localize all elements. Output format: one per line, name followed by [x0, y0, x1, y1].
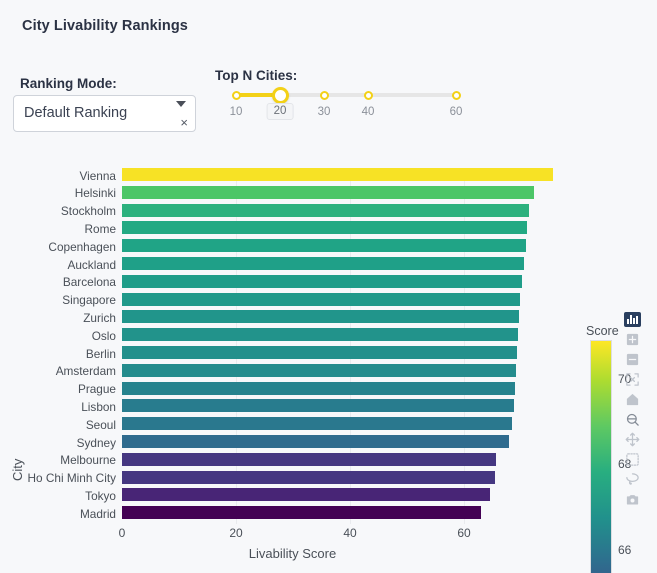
colorbar-tick-66: 66 [618, 543, 632, 557]
slider-tick-label-60: 60 [449, 106, 463, 118]
bar-barcelona[interactable] [122, 274, 523, 288]
bar-lisbon[interactable] [122, 399, 514, 413]
slider-tick-30[interactable] [319, 90, 329, 100]
colorbar-tick-68: 68 [618, 457, 632, 472]
zoom-out-icon[interactable] [621, 349, 643, 369]
slider-handle[interactable] [271, 86, 289, 104]
x-tick-label-0: 0 [118, 526, 126, 540]
y-tick-label: Tokyo [85, 488, 116, 503]
page-title: City Livability Rankings [22, 18, 188, 34]
plotly-modebar[interactable] [620, 309, 644, 509]
bar-singapore[interactable] [122, 292, 520, 306]
slider-tick-40[interactable] [363, 90, 373, 100]
y-tick-label: Copenhagen [48, 239, 116, 254]
bar-madrid[interactable] [122, 506, 482, 520]
y-tick-label: Barcelona [62, 275, 116, 290]
bar-tokyo[interactable] [122, 488, 490, 502]
colorbar-tick-70: 70 [618, 371, 632, 386]
slider-tick-60[interactable] [451, 90, 461, 100]
x-axis-title: Livability Score [248, 546, 337, 561]
top-n-cities-label: Top N Cities: [215, 68, 298, 83]
y-tick-label: Auckland [67, 257, 116, 272]
colorbar-title: Score [586, 324, 619, 338]
y-tick-label: Singapore [62, 293, 116, 308]
bar-zurich[interactable] [122, 310, 519, 324]
bar-melbourne[interactable] [122, 452, 496, 466]
camera-download-icon[interactable] [621, 489, 643, 509]
bar-copenhagen[interactable] [122, 239, 527, 253]
bar-ho-chi-minh-city[interactable] [122, 470, 495, 484]
y-tick-label: Oslo [91, 328, 116, 343]
pan-icon[interactable] [621, 429, 643, 449]
box-select-icon[interactable] [621, 449, 643, 469]
bar-prague[interactable] [122, 381, 515, 395]
bar-berlin[interactable] [122, 346, 517, 359]
y-tick-label: Stockholm [60, 204, 116, 219]
close-icon[interactable]: × [180, 115, 188, 130]
slider-rail[interactable] [236, 93, 456, 97]
autoscale-icon[interactable] [621, 369, 643, 389]
y-tick-label: Seoul [85, 417, 116, 432]
y-tick-label: Ho Chi Minh City [27, 471, 117, 486]
slider-tick-10[interactable] [231, 90, 241, 100]
chevron-down-icon[interactable] [176, 101, 186, 107]
ranking-mode-dropdown[interactable]: Default Ranking × [13, 95, 196, 132]
x-tick-label-60: 60 [457, 526, 471, 540]
ranking-mode-label: Ranking Mode: [20, 76, 117, 91]
y-tick-label: Berlin [85, 346, 116, 361]
y-tick-label: Prague [77, 382, 116, 397]
bar-oslo[interactable] [122, 328, 519, 342]
reset-axes-home-icon[interactable] [621, 389, 643, 409]
bar-amsterdam[interactable] [122, 363, 517, 377]
top-n-slider[interactable]: 1020304060 20 [225, 84, 470, 130]
bar-auckland[interactable] [122, 257, 524, 270]
y-tick-label: Zurich [83, 310, 116, 325]
ranking-mode-selected-value: Default Ranking [24, 105, 128, 121]
bar-vienna[interactable] [122, 168, 553, 181]
bar-sydney[interactable] [122, 435, 510, 448]
bar-helsinki[interactable] [122, 185, 535, 199]
y-tick-label: Rome [84, 221, 116, 236]
plotly-logo-icon[interactable] [621, 309, 643, 329]
lasso-select-icon[interactable] [621, 469, 643, 489]
slider-tick-label-10: 10 [229, 106, 243, 118]
controls-panel: Ranking Mode: Default Ranking × Top N Ci… [0, 62, 657, 132]
y-tick-label: Helsinki [74, 186, 116, 201]
score-colorbar [590, 340, 612, 573]
slider-tick-label-40: 40 [361, 106, 375, 118]
bar-rome[interactable] [122, 221, 528, 235]
slider-value-badge: 20 [266, 103, 294, 120]
x-tick-label-20: 20 [229, 526, 243, 540]
y-tick-label: Madrid [79, 506, 116, 521]
y-tick-label: Lisbon [81, 399, 116, 414]
y-tick-label: Vienna [79, 168, 116, 183]
y-tick-label: Sydney [76, 435, 116, 450]
x-tick-label-40: 40 [343, 526, 357, 540]
zoom-in-icon[interactable] [621, 329, 643, 349]
y-tick-label: Amsterdam [55, 364, 116, 379]
slider-fill [236, 93, 280, 97]
bar-stockholm[interactable] [122, 203, 529, 217]
livability-bar-chart[interactable]: Vienna Helsinki Stockholm Rome Copenhagen Auc… [0, 150, 657, 573]
y-axis-title: City [10, 458, 25, 481]
slider-tick-label-30: 30 [317, 106, 331, 118]
zoom-box-icon[interactable] [621, 409, 643, 429]
y-tick-label: Melbourne [60, 453, 116, 468]
bar-seoul[interactable] [122, 417, 512, 431]
